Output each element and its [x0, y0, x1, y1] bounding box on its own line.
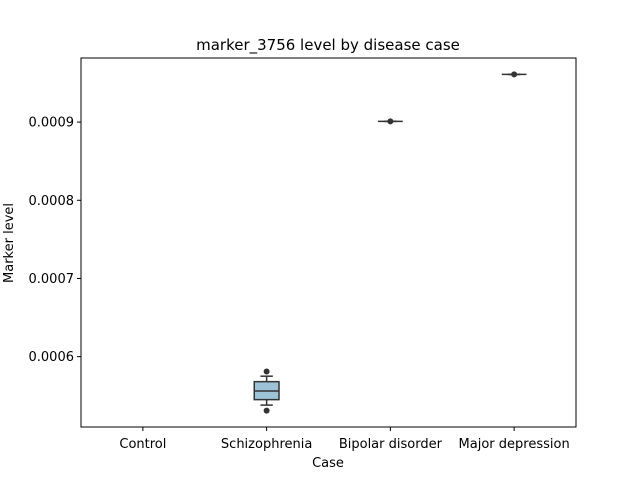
- box-bipolar-disorder: [378, 118, 403, 125]
- x-axis-label: Case: [312, 456, 344, 471]
- plot-layer: [253, 71, 527, 414]
- x-tick-label: Major depression: [459, 437, 570, 452]
- outlier-point: [387, 118, 394, 125]
- box-major-depression: [501, 71, 527, 78]
- outlier-point: [511, 71, 518, 78]
- plot-frame: [80, 57, 577, 428]
- box-schizophrenia: [253, 368, 280, 414]
- x-tick-label: Schizophrenia: [221, 437, 312, 452]
- outlier-point: [263, 407, 270, 414]
- x-tick-label: Control: [119, 437, 166, 452]
- y-tick-label: 0.0006: [29, 350, 75, 365]
- y-tick-label: 0.0007: [29, 272, 75, 287]
- y-axis-label: Marker level: [2, 203, 17, 283]
- outlier-point: [263, 368, 270, 375]
- y-tick-label: 0.0008: [29, 194, 75, 209]
- y-axis: 0.0006 0.0007 0.0008 0.0009: [29, 116, 81, 365]
- y-tick-label: 0.0009: [29, 116, 75, 131]
- x-axis: Control Schizophrenia Bipolar disorder Majo…: [119, 427, 570, 452]
- chart-title: marker_3756 level by disease case: [196, 36, 460, 55]
- x-tick-label: Bipolar disorder: [339, 437, 443, 452]
